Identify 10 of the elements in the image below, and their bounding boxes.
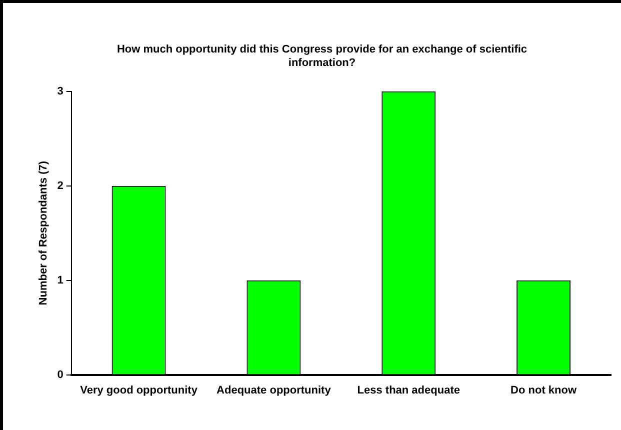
x-tick-label: Less than adequate — [357, 384, 460, 396]
x-tick-label: Adequate opportunity — [216, 384, 332, 396]
y-axis-title: Number of Respondants (7) — [38, 160, 50, 306]
chart-title: How much opportunity did this Congress provide for an exchange of scientific information? — [116, 44, 528, 69]
x-tick-label: Do not know — [510, 384, 577, 396]
x-tick-label: Very good opportunity — [80, 384, 198, 396]
y-tick-label: 1 — [57, 274, 64, 286]
y-tick-label: 0 — [57, 368, 64, 381]
y-tick-label: 2 — [57, 180, 64, 192]
y-tick-label: 3 — [57, 85, 64, 98]
